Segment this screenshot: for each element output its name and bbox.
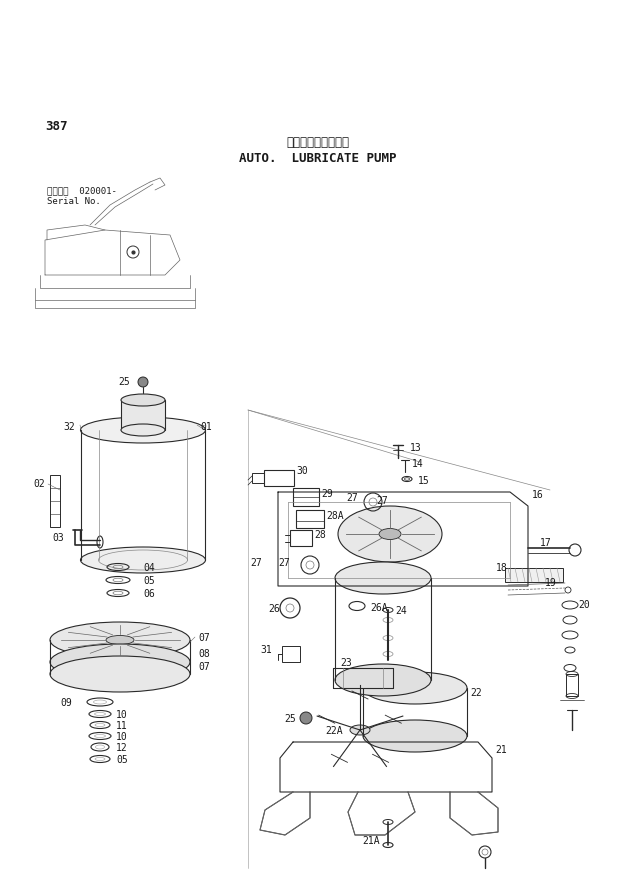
Text: 07: 07 <box>198 662 210 672</box>
Bar <box>293 488 319 506</box>
Text: 02: 02 <box>33 479 45 489</box>
Ellipse shape <box>335 562 431 594</box>
Text: 15: 15 <box>418 476 430 486</box>
Text: 29: 29 <box>321 489 333 499</box>
Text: AUTO.  LUBRICATE PUMP: AUTO. LUBRICATE PUMP <box>239 152 397 165</box>
Ellipse shape <box>363 672 467 704</box>
Bar <box>505 568 563 582</box>
Text: 01: 01 <box>200 422 212 432</box>
Text: 10: 10 <box>116 710 128 720</box>
Circle shape <box>300 712 312 724</box>
Ellipse shape <box>335 664 431 696</box>
Text: 21A: 21A <box>362 836 379 846</box>
Text: 28A: 28A <box>326 511 343 521</box>
Bar <box>121 400 165 430</box>
Text: 26A: 26A <box>370 603 388 613</box>
Text: 27: 27 <box>346 493 358 503</box>
Ellipse shape <box>106 636 134 644</box>
Text: 387: 387 <box>45 120 68 133</box>
Bar <box>252 473 264 483</box>
Bar <box>566 674 578 696</box>
Ellipse shape <box>50 622 190 658</box>
Text: 30: 30 <box>296 466 308 476</box>
Bar <box>50 475 60 527</box>
Ellipse shape <box>363 720 467 752</box>
Ellipse shape <box>50 644 190 680</box>
Text: 22A: 22A <box>325 726 343 736</box>
Text: 11: 11 <box>116 721 128 731</box>
Bar <box>290 530 312 546</box>
Ellipse shape <box>50 656 190 692</box>
Text: 07: 07 <box>198 633 210 643</box>
Text: 24: 24 <box>395 606 407 616</box>
Text: 04: 04 <box>143 563 155 573</box>
Text: 08: 08 <box>198 649 210 659</box>
Text: 06: 06 <box>143 589 155 599</box>
Text: 21: 21 <box>495 745 507 755</box>
Ellipse shape <box>81 417 205 443</box>
Text: 23: 23 <box>340 658 352 668</box>
Bar <box>296 510 324 528</box>
Text: 17: 17 <box>540 538 552 548</box>
Circle shape <box>138 377 148 387</box>
Text: 09: 09 <box>60 698 72 708</box>
Text: Serial No.: Serial No. <box>47 197 100 206</box>
Ellipse shape <box>121 394 165 406</box>
Text: 03: 03 <box>52 533 64 543</box>
Text: 自動給脂ボ゛ンプ゛: 自動給脂ボ゛ンプ゛ <box>286 136 350 149</box>
Ellipse shape <box>338 506 442 562</box>
Text: 10: 10 <box>116 732 128 742</box>
Text: 05: 05 <box>116 755 128 765</box>
Text: 19: 19 <box>545 578 557 588</box>
Text: 25: 25 <box>284 714 296 724</box>
Text: 05: 05 <box>143 576 155 586</box>
Text: 28: 28 <box>314 530 326 540</box>
Ellipse shape <box>350 725 370 735</box>
Text: 18: 18 <box>496 563 508 573</box>
Bar <box>264 470 294 486</box>
Text: 32: 32 <box>63 422 75 432</box>
Text: 27: 27 <box>250 558 262 568</box>
Ellipse shape <box>81 547 205 573</box>
Text: 22: 22 <box>470 688 482 698</box>
Text: 12: 12 <box>116 743 128 753</box>
Text: 31: 31 <box>260 645 272 655</box>
Text: 適用号機  020001-: 適用号機 020001- <box>47 186 117 195</box>
Ellipse shape <box>121 424 165 436</box>
Text: 13: 13 <box>410 443 422 453</box>
Ellipse shape <box>379 528 401 540</box>
Text: 27: 27 <box>376 496 388 506</box>
Text: 14: 14 <box>412 459 423 469</box>
Text: 27: 27 <box>278 558 290 568</box>
Text: 20: 20 <box>578 600 590 610</box>
Bar <box>282 646 300 662</box>
Text: 16: 16 <box>532 490 544 500</box>
Text: 25: 25 <box>118 377 130 387</box>
Text: 26: 26 <box>268 604 280 614</box>
